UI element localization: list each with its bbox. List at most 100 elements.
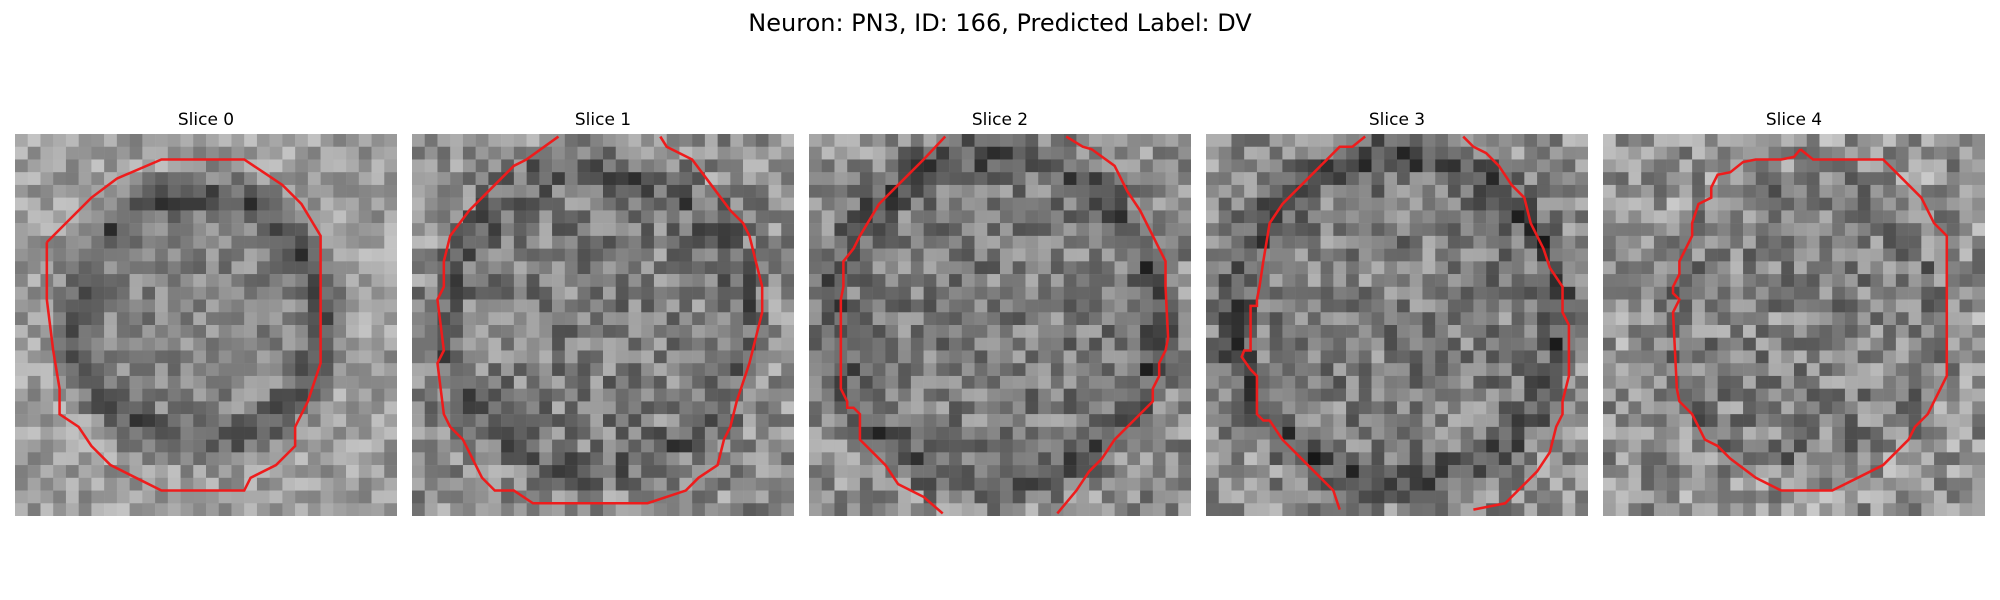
pixel (27, 490, 41, 504)
pixel (834, 388, 848, 402)
pixel (1934, 337, 1948, 351)
pixel (1603, 312, 1616, 326)
pixel (539, 465, 553, 479)
pixel (885, 426, 899, 440)
pixel (1000, 248, 1013, 262)
pixel (743, 477, 757, 491)
pixel (53, 439, 67, 453)
pixel (1498, 465, 1512, 479)
pixel (91, 426, 105, 440)
pixel (1921, 426, 1935, 440)
pixel (1473, 197, 1487, 211)
pixel (1358, 261, 1372, 275)
pixel (564, 401, 578, 415)
pixel (167, 375, 181, 389)
pixel (206, 426, 219, 440)
pixel (1628, 490, 1642, 504)
pixel (346, 426, 360, 440)
pixel (1959, 477, 1973, 491)
pixel (679, 299, 693, 313)
pixel (834, 210, 848, 224)
pixel (1755, 477, 1769, 491)
pixel (371, 223, 385, 237)
pixel (704, 235, 718, 249)
pixel (231, 388, 245, 402)
pixel (513, 325, 527, 338)
pixel (1641, 312, 1655, 326)
pixel (65, 490, 79, 504)
pixel (320, 248, 334, 262)
pixel (1307, 503, 1321, 516)
pixel (859, 426, 873, 440)
pixel (987, 261, 1001, 275)
pixel (1218, 134, 1232, 147)
pixel (539, 223, 553, 237)
pixel (590, 388, 604, 402)
pixel (1781, 452, 1795, 466)
pixel (809, 465, 822, 479)
pixel (371, 261, 385, 275)
pixel (1486, 490, 1500, 504)
pixel (539, 146, 553, 160)
pixel (1794, 274, 1807, 288)
pixel (1447, 401, 1461, 415)
pixel (501, 172, 515, 186)
pixel (987, 184, 1001, 198)
pixel (1165, 286, 1179, 300)
pixel (987, 235, 1001, 249)
pixel (885, 210, 899, 224)
pixel (1730, 235, 1744, 249)
pixel (987, 503, 1001, 516)
pixel (1435, 159, 1449, 173)
pixel (847, 325, 861, 338)
pixel (755, 134, 769, 147)
pixel (462, 465, 476, 479)
pixel (1231, 210, 1245, 224)
pixel (269, 159, 283, 173)
pixel (1819, 401, 1833, 415)
pixel (1244, 439, 1258, 453)
pixel (1679, 210, 1693, 224)
pixel (1422, 146, 1436, 160)
pixel (1883, 146, 1897, 160)
pixel (358, 299, 372, 313)
pixel (666, 184, 680, 198)
pixel (513, 172, 527, 186)
pixel (1165, 184, 1179, 198)
pixel (603, 503, 616, 516)
pixel (1114, 401, 1128, 415)
pixel (615, 134, 629, 147)
pixel (1076, 223, 1090, 237)
pixel (1562, 299, 1576, 313)
pixel (755, 146, 769, 160)
pixel (412, 210, 425, 224)
pixel (155, 223, 169, 237)
pixel (1653, 159, 1667, 173)
pixel (424, 134, 438, 147)
pixel (1165, 363, 1179, 377)
pixel (1743, 184, 1757, 198)
pixel (424, 325, 438, 338)
pixel (526, 210, 540, 224)
pixel (1320, 325, 1334, 338)
pixel (987, 172, 1001, 186)
pixel (1832, 235, 1846, 249)
pixel (872, 414, 886, 428)
pixel (1012, 210, 1026, 224)
pixel (552, 286, 566, 300)
pixel (974, 375, 988, 389)
pixel (615, 261, 629, 275)
pixel (320, 439, 334, 453)
pixel (1435, 439, 1449, 453)
pixel (1921, 503, 1935, 516)
pixel (1549, 350, 1563, 364)
pixel (1346, 286, 1360, 300)
pixel (1959, 197, 1973, 211)
pixel (333, 312, 347, 326)
pixel (1473, 388, 1487, 402)
pixel (653, 503, 667, 516)
pixel (1628, 172, 1642, 186)
pixel (717, 248, 731, 262)
pixel (218, 414, 232, 428)
pixel (1114, 248, 1128, 262)
